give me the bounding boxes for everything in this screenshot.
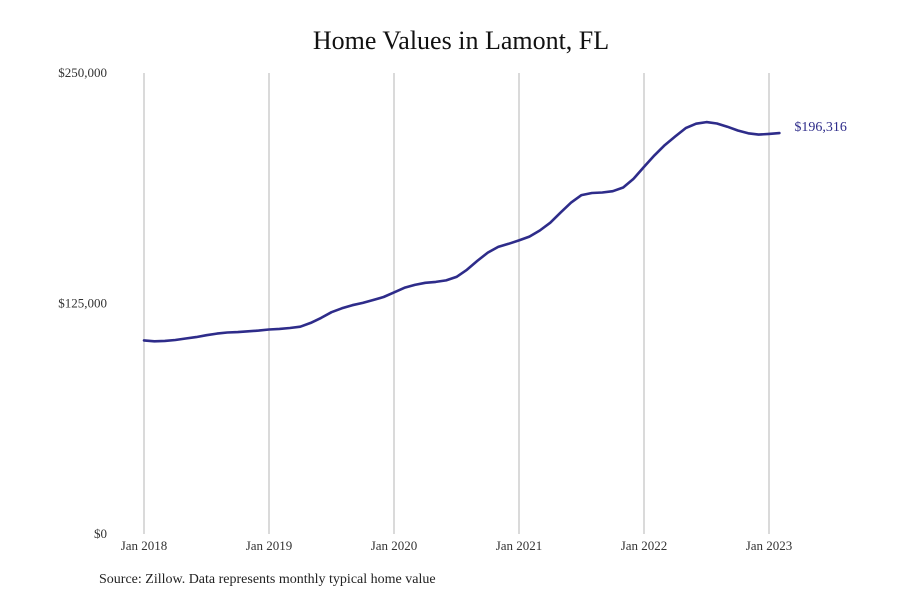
x-tick-label: Jan 2021 (496, 538, 543, 553)
series-line-0 (142, 120, 781, 343)
source-note: Source: Zillow. Data represents monthly … (99, 572, 436, 587)
vertical-grid (143, 73, 770, 534)
y-tick-label: $250,000 (58, 65, 107, 80)
y-tick-label: $125,000 (58, 296, 107, 311)
x-tick-label: Jan 2023 (746, 538, 793, 553)
series-group: $196,316 (142, 120, 847, 343)
x-tick-label: Jan 2022 (621, 538, 668, 553)
end-value-label: $196,316 (794, 120, 847, 135)
x-tick-label: Jan 2018 (121, 538, 168, 553)
y-axis: $0 $125,000 $250,000 (58, 65, 107, 541)
chart-title: Home Values in Lamont, FL (312, 26, 610, 55)
y-tick-label: $0 (94, 526, 107, 541)
x-tick-label: Jan 2020 (371, 538, 418, 553)
x-tick-label: Jan 2019 (246, 538, 293, 553)
x-axis: Jan 2018 Jan 2019 Jan 2020 Jan 2021 Jan 2022… (121, 538, 793, 553)
